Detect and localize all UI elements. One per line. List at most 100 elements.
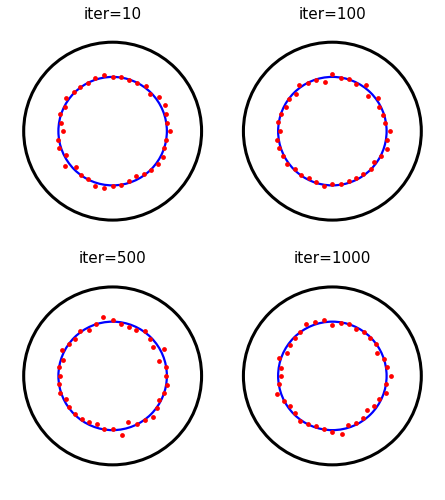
Point (56, 144, 63, 152)
Point (353, 419, 360, 427)
Point (373, 350, 380, 358)
Point (86, 326, 93, 334)
Point (312, 76, 320, 84)
Point (109, 316, 116, 324)
Point (282, 104, 289, 112)
Point (287, 402, 294, 410)
Point (312, 422, 320, 430)
Point (150, 412, 157, 420)
Point (320, 182, 327, 190)
Point (132, 326, 139, 334)
Point (320, 425, 328, 433)
Point (156, 93, 163, 101)
Point (312, 178, 320, 186)
Point (60, 127, 67, 135)
Point (148, 166, 155, 173)
Point (63, 396, 70, 404)
Point (124, 418, 131, 426)
Title: iter=1000: iter=1000 (294, 252, 371, 266)
Point (277, 127, 284, 135)
Point (353, 80, 360, 88)
Point (61, 102, 68, 110)
Point (92, 74, 99, 82)
Point (312, 318, 319, 326)
Point (280, 397, 287, 405)
Point (142, 416, 149, 424)
Point (57, 372, 64, 380)
Point (117, 320, 124, 328)
Point (57, 389, 64, 397)
Point (163, 118, 170, 126)
Point (375, 104, 382, 112)
Point (320, 316, 327, 324)
Point (63, 94, 70, 102)
Point (77, 171, 84, 179)
Point (353, 325, 360, 333)
Point (386, 127, 393, 135)
Point (109, 182, 116, 190)
Point (142, 82, 149, 90)
Point (296, 417, 303, 425)
Point (57, 110, 64, 118)
Point (371, 158, 378, 166)
Point (70, 88, 77, 96)
Point (134, 79, 141, 87)
Point (387, 372, 394, 380)
Point (85, 175, 92, 183)
Point (360, 414, 367, 422)
Point (100, 71, 107, 79)
Point (274, 390, 281, 398)
Point (297, 171, 304, 179)
Point (146, 90, 153, 98)
Point (371, 402, 378, 410)
Title: iter=10: iter=10 (84, 6, 142, 22)
Point (372, 340, 379, 348)
Point (383, 390, 390, 398)
Point (65, 340, 73, 348)
Point (367, 166, 374, 173)
Point (384, 145, 391, 153)
Point (286, 341, 293, 349)
Point (167, 127, 174, 135)
Point (161, 346, 168, 354)
Point (345, 178, 352, 186)
Point (384, 363, 391, 371)
Point (304, 80, 311, 88)
Point (72, 334, 79, 342)
Point (126, 76, 133, 84)
Point (125, 322, 132, 330)
Point (118, 430, 125, 438)
Point (161, 388, 168, 396)
Point (77, 82, 84, 90)
Point (132, 172, 139, 180)
Title: iter=500: iter=500 (79, 252, 146, 266)
Point (66, 404, 73, 411)
Point (305, 174, 312, 182)
Point (86, 418, 93, 426)
Point (329, 70, 336, 78)
Point (159, 153, 166, 161)
Point (141, 170, 148, 178)
Point (360, 328, 368, 336)
Point (364, 92, 371, 100)
Point (156, 396, 163, 404)
Point (345, 320, 352, 328)
Point (54, 136, 61, 144)
Point (291, 164, 299, 172)
Point (367, 334, 374, 342)
Point (382, 380, 389, 388)
Point (125, 177, 133, 185)
Point (302, 320, 309, 328)
Point (162, 136, 169, 143)
Point (380, 355, 388, 363)
Point (329, 428, 336, 436)
Point (338, 430, 345, 438)
Point (91, 182, 98, 190)
Point (283, 160, 291, 168)
Point (374, 94, 381, 102)
Point (277, 110, 284, 118)
Point (58, 346, 65, 354)
Point (109, 72, 116, 80)
Point (61, 162, 69, 170)
Point (297, 328, 304, 336)
